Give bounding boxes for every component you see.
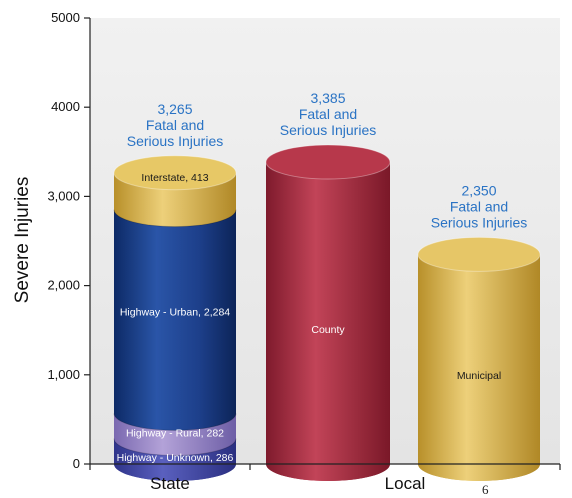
bar-total-label: 3,265 <box>157 101 192 117</box>
y-tick-label: 2,000 <box>47 278 80 293</box>
y-tick-label: 5000 <box>51 10 80 25</box>
y-tick-label: 3,000 <box>47 188 80 203</box>
bar-top-cap <box>417 236 541 272</box>
bar-segment <box>418 254 540 481</box>
y-axis: 0 1,000 2,000 3,000 4000 5000 <box>47 10 91 471</box>
bar-total-label: 2,350 <box>461 182 496 198</box>
x-group-label-local: Local <box>385 474 426 493</box>
bar-top-cap <box>265 144 391 180</box>
segment-boundary <box>113 209 237 228</box>
bar-total-label: Fatal and <box>299 106 357 122</box>
bar-segment <box>114 209 236 431</box>
bar-total-label: Fatal and <box>146 117 204 133</box>
segment-label: Highway - Urban, 2,284 <box>120 306 230 318</box>
segment-label: Municipal <box>457 370 501 382</box>
y-axis-title: Severe Injuries <box>12 177 33 304</box>
bar-total-label: Serious Injuries <box>280 122 377 138</box>
bar-segment <box>266 162 390 482</box>
bars-layer: Highway - Unknown, 286 Highway - Rural, 2… <box>113 90 541 482</box>
page-number: 6 <box>482 482 489 497</box>
segment-boundary <box>113 413 237 431</box>
segment-label: Highway - Unknown, 286 <box>117 452 234 464</box>
x-group-label-state: State <box>150 474 190 493</box>
bar-top-cap <box>113 155 237 191</box>
bar-total-label: Serious Injuries <box>127 133 224 149</box>
y-tick-label: 1,000 <box>47 367 80 382</box>
bar-total-label: Serious Injuries <box>431 214 528 230</box>
bar-total-label: 3,385 <box>310 90 345 106</box>
bar-total-label: Fatal and <box>450 198 508 214</box>
segment-label: Interstate, 413 <box>141 172 208 184</box>
y-tick-label: 0 <box>73 456 80 471</box>
segment-boundary <box>113 438 237 456</box>
segment-label: County <box>311 324 345 336</box>
segment-label: Highway - Rural, 282 <box>126 427 224 439</box>
x-axis: State Local <box>89 463 561 493</box>
y-tick-label: 4000 <box>51 99 80 114</box>
